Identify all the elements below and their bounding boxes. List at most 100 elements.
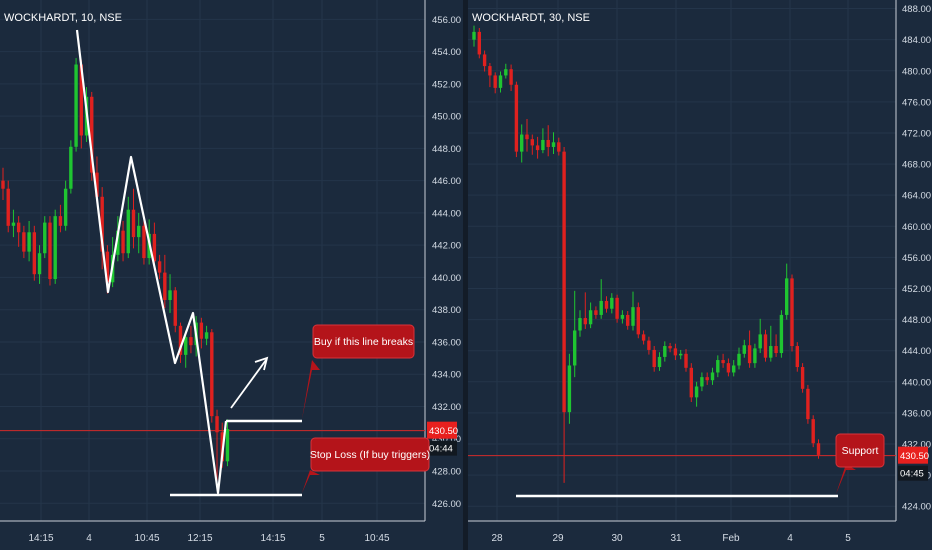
candle-body [184,337,188,355]
candle [747,330,752,368]
candle-body [530,139,534,146]
candle-body [763,334,768,358]
candle-body [58,216,63,226]
countdown-tag [898,465,928,481]
candle-body [668,346,672,349]
candle [137,212,141,254]
candle [189,325,193,354]
candle [631,291,635,331]
candle-body [488,66,492,76]
y-tick-label: 432.00 [902,440,931,451]
candle [626,311,630,330]
candle-body [32,232,37,275]
candle-body [100,196,104,252]
y-tick-label: 468.00 [902,160,931,171]
candle-body [178,325,183,355]
candle-body [673,348,678,356]
candle-body [615,297,619,319]
candle-body [769,346,773,358]
candle [721,353,725,368]
candle-body [53,216,57,280]
y-tick-label: 436.00 [902,408,931,419]
candle [472,25,476,47]
candle [636,302,640,339]
candle [551,132,556,154]
candle-body [163,272,167,301]
candle [168,274,172,313]
candle-body [204,332,209,339]
candle-body [567,365,572,413]
y-tick-label: 432.00 [432,402,461,413]
candle [679,349,683,360]
chart-panel-2: 488.00 484.00 480.00 476.00 472.00 468.00 464.… [468,0,931,544]
x-tick-label: 29 [552,533,564,544]
candle [700,372,704,392]
candle [163,254,167,309]
candle-body [514,84,519,152]
countdown-value: 04:44 [429,444,453,455]
y-tick-label: 444.00 [432,208,461,219]
candle-body [641,334,646,341]
candle [152,222,157,268]
candle [594,306,598,319]
drawings-right: Support [516,433,885,498]
candle [504,63,508,79]
candle-body [79,64,83,136]
candle [795,342,799,372]
y-tick-label: 448.00 [902,315,931,326]
candle [774,334,778,357]
candle-body [509,69,513,85]
y-tick-label: 442.00 [432,241,461,252]
plot-area [0,0,425,521]
candle-body [726,363,731,373]
y-tick-label: 424.00 [902,502,931,513]
candle-body [48,222,52,280]
last-price-tag [898,446,928,464]
candle-body [525,134,529,140]
candle-body [152,233,157,262]
candle [663,341,667,362]
candle-body [142,225,146,259]
candle [694,381,699,407]
chart-title: WOCKHARDT, 30, NSE [472,12,590,24]
candle [726,358,731,377]
y-tick-label: 426.00 [432,499,461,510]
candle-body [710,372,715,381]
candle [90,91,94,181]
callout-pointer [836,464,856,494]
candle [816,439,821,459]
candle-body [800,367,805,389]
candle [758,318,762,354]
candle [482,50,487,72]
candle [530,134,534,155]
candle-body [95,172,99,197]
plot-area [468,0,896,521]
y-tick-label: 428.00 [432,466,461,477]
callout-buy [312,324,415,359]
candle [142,216,146,265]
candle [557,137,561,156]
x-tick-label: 14:15 [260,533,285,544]
drawings-left: Buy if this line breaks Stop Loss (If buy… [75,29,430,497]
candle-body [472,31,476,40]
last-price-tag [427,421,457,439]
x-tick-label: 30 [611,533,623,544]
candle-body [588,310,593,325]
zigzag-trend-line [75,29,228,495]
candle [6,180,10,233]
up-arrow-shaft [230,359,267,409]
y-tick-label: 434.00 [432,370,461,381]
x-tick-label: Feb [722,533,740,544]
callout-support [835,433,885,468]
y-tick-label: 446.00 [432,176,461,187]
candle [493,72,497,94]
candle [641,330,646,345]
candle [732,360,736,377]
candle [753,343,757,368]
candle [53,209,57,284]
candle [514,81,519,158]
candle [178,322,183,363]
y-tick-label: 488.00 [902,4,931,15]
candle-body [541,139,545,151]
